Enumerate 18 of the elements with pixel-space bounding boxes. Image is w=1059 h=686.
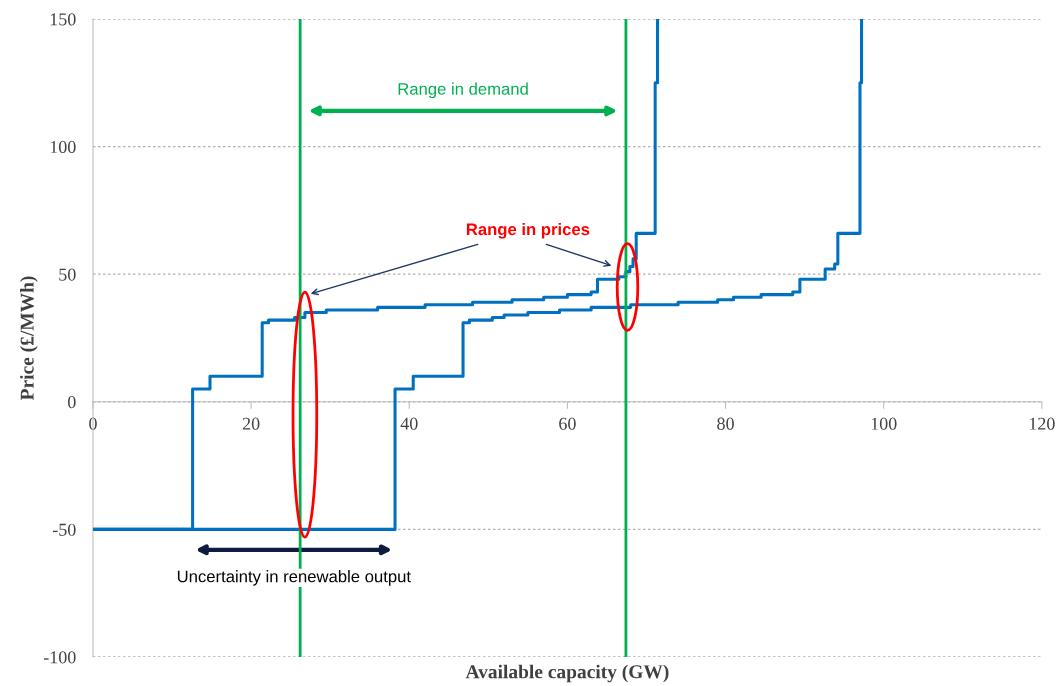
y-axis-title: Price (£/MWh) — [20, 276, 38, 401]
x-tick-label: 60 — [559, 417, 576, 430]
annotation: Range in demand — [398, 82, 528, 99]
y-tick-label: 50 — [59, 268, 76, 281]
x-tick-label: 100 — [871, 417, 897, 430]
x-tick-label: 0 — [89, 417, 97, 430]
y-tick-label: 100 — [50, 140, 76, 154]
x-tick-label: 120 — [1029, 417, 1055, 430]
x-tick-label: 80 — [717, 417, 734, 430]
x-axis-title: Available capacity (GW) — [465, 664, 669, 683]
annotation: Range in prices — [466, 223, 590, 239]
x-tick-label: 40 — [400, 417, 418, 430]
y-tick-label: -50 — [52, 523, 76, 536]
y-tick-label: 150 — [50, 13, 76, 26]
y-tick-label: 0 — [67, 396, 76, 409]
y-tick-label: -100 — [43, 651, 76, 664]
annotation: Uncertainty in renewable output — [177, 570, 411, 586]
x-tick-label: 20 — [242, 417, 260, 430]
